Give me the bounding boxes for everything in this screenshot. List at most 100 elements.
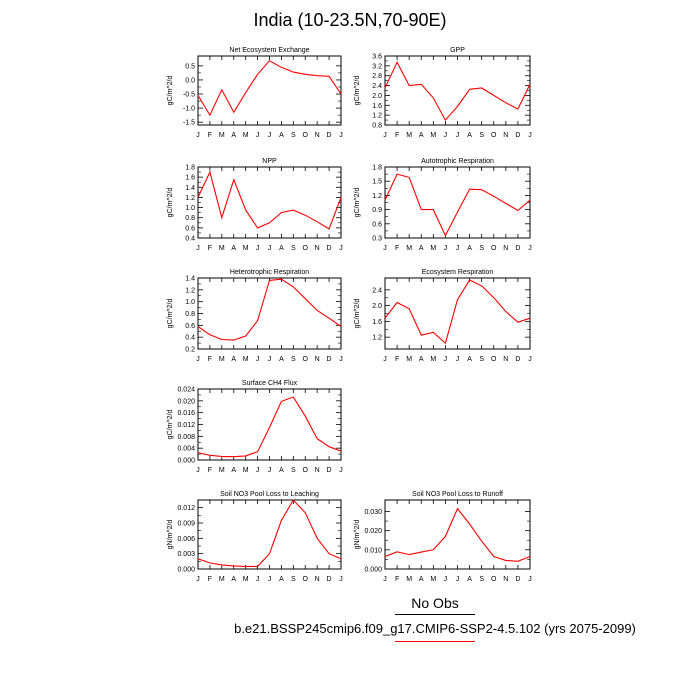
x-tick-label: J <box>528 245 532 252</box>
x-tick-label: O <box>303 356 309 363</box>
x-tick-label: F <box>395 576 399 583</box>
y-axis-label: gC/m^2/d <box>354 76 361 106</box>
plot-frame <box>384 499 531 570</box>
x-tick-label: J <box>456 356 460 363</box>
chart-title: Soil NO3 Pool Loss to Runoff <box>412 491 503 498</box>
x-tick-label: M <box>219 467 225 474</box>
model-legend-label: b.e21.BSSP245cmip6.f09_g17.CMIP6-SSP2-4.… <box>234 621 636 636</box>
y-tick-label: 1.2 <box>372 113 382 120</box>
x-tick-label: J <box>196 356 200 363</box>
y-tick-label: 2.8 <box>372 73 382 80</box>
x-tick-label: J <box>339 132 343 139</box>
x-tick-label: J <box>444 576 448 583</box>
x-tick-label: J <box>528 356 532 363</box>
x-tick-label: J <box>383 576 387 583</box>
y-axis-label: gN/m^2/d <box>167 520 174 550</box>
x-tick-label: F <box>395 245 399 252</box>
x-tick-label: N <box>315 467 320 474</box>
chart-title: Autotrophic Respiration <box>421 158 494 165</box>
x-tick-label: M <box>430 132 436 139</box>
plot-frame <box>384 166 531 239</box>
x-tick-label: A <box>279 356 284 363</box>
x-tick-label: A <box>467 245 472 252</box>
x-tick-label: J <box>196 132 200 139</box>
x-tick-label: N <box>315 356 320 363</box>
x-tick-label: D <box>327 356 332 363</box>
y-axis-label: gC/m^2/d <box>167 76 174 106</box>
y-tick-label: 0.6 <box>372 221 382 228</box>
x-tick-label: A <box>467 356 472 363</box>
x-tick-label: J <box>339 467 343 474</box>
x-tick-label: F <box>208 467 212 474</box>
x-tick-label: A <box>467 576 472 583</box>
x-tick-label: M <box>430 356 436 363</box>
x-tick-label: A <box>231 245 236 252</box>
x-tick-label: S <box>479 132 484 139</box>
x-tick-label: N <box>315 132 320 139</box>
y-tick-label: 1.0 <box>185 299 195 306</box>
x-tick-label: O <box>491 356 497 363</box>
series-line <box>197 278 342 341</box>
y-tick-label: 1.0 <box>185 205 195 212</box>
x-tick-label: J <box>268 576 272 583</box>
x-tick-label: M <box>219 356 225 363</box>
y-tick-label: 2.0 <box>372 303 382 310</box>
x-tick-label: J <box>383 245 387 252</box>
x-tick-label: S <box>291 356 296 363</box>
y-tick-label: 0.3 <box>372 236 382 243</box>
x-tick-label: D <box>515 245 520 252</box>
x-tick-label: J <box>456 132 460 139</box>
x-tick-label: J <box>256 356 260 363</box>
x-tick-label: S <box>291 576 296 583</box>
plot-frame <box>197 499 342 570</box>
y-tick-label: 1.6 <box>185 175 195 182</box>
x-tick-label: M <box>219 576 225 583</box>
y-tick-label: 0.8 <box>372 123 382 130</box>
x-tick-label: D <box>515 132 520 139</box>
y-tick-label: 0.0 <box>185 77 195 84</box>
y-tick-label: 2.0 <box>372 93 382 100</box>
y-tick-label: 0.6 <box>185 323 195 330</box>
plot-frame <box>197 388 342 461</box>
y-tick-label: 1.8 <box>372 165 382 172</box>
y-tick-label: 0.5 <box>185 63 195 70</box>
x-tick-label: J <box>256 245 260 252</box>
x-tick-label: S <box>479 245 484 252</box>
x-tick-label: A <box>279 467 284 474</box>
x-tick-label: M <box>243 245 249 252</box>
y-tick-label: 0.8 <box>185 311 195 318</box>
y-tick-label: 2.4 <box>372 83 382 90</box>
x-tick-label: J <box>268 467 272 474</box>
x-tick-label: M <box>406 356 412 363</box>
x-tick-label: J <box>456 576 460 583</box>
x-tick-label: D <box>327 467 332 474</box>
x-tick-label: M <box>406 245 412 252</box>
x-tick-label: D <box>327 576 332 583</box>
x-tick-label: S <box>291 132 296 139</box>
x-tick-label: M <box>243 576 249 583</box>
y-tick-label: 0.008 <box>177 434 195 441</box>
x-tick-label: A <box>467 132 472 139</box>
y-axis-label: gC/m^2/d <box>354 299 361 329</box>
y-tick-label: -0.5 <box>183 92 195 99</box>
y-tick-label: 0.003 <box>177 551 195 558</box>
x-tick-label: A <box>419 132 424 139</box>
x-tick-label: J <box>528 132 532 139</box>
y-tick-label: -1.5 <box>183 120 195 127</box>
series-line <box>384 173 531 237</box>
y-tick-label: 1.2 <box>185 195 195 202</box>
obs-legend-line <box>395 614 475 615</box>
chart-title: Net Ecosystem Exchange <box>229 47 309 54</box>
x-tick-label: F <box>208 245 212 252</box>
x-tick-label: J <box>268 132 272 139</box>
y-axis-label: gC/m^2/d <box>167 410 174 440</box>
x-tick-label: A <box>419 576 424 583</box>
chart-title: Heterotrophic Respiration <box>230 269 309 276</box>
x-tick-label: J <box>256 132 260 139</box>
plot-frame <box>384 55 531 126</box>
y-tick-label: 1.6 <box>372 319 382 326</box>
chart-title: Surface CH4 Flux <box>242 380 298 387</box>
